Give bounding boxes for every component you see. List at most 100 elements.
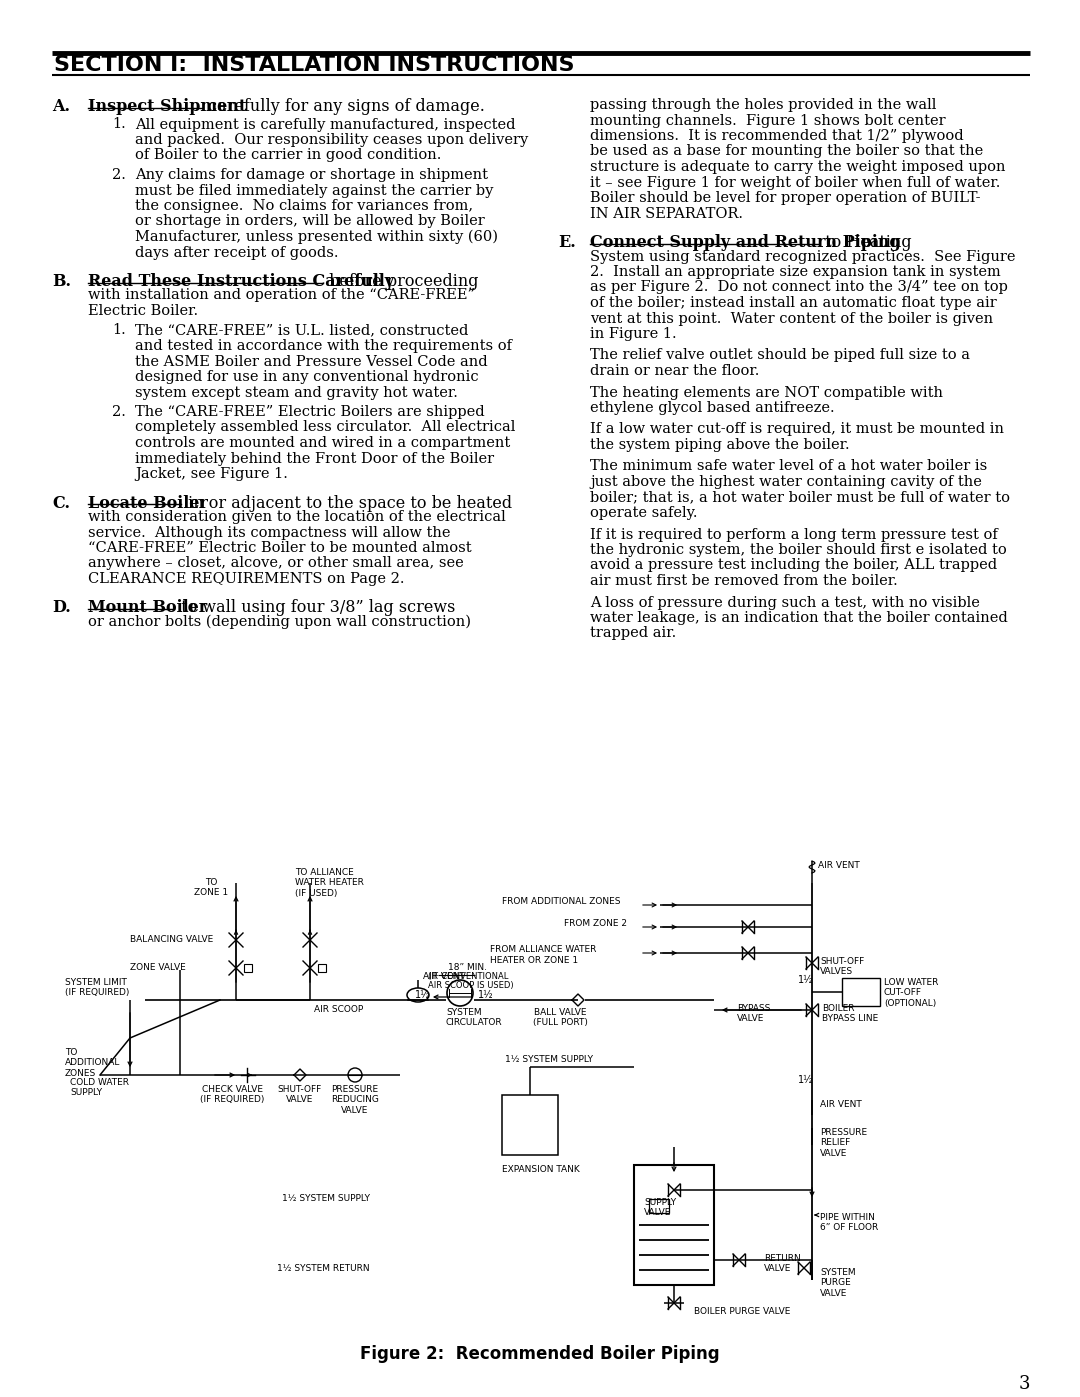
Text: operate safely.: operate safely. [590, 506, 698, 520]
Text: 2.: 2. [112, 405, 126, 419]
Text: FROM ADDITIONAL ZONES: FROM ADDITIONAL ZONES [502, 897, 621, 907]
Bar [502, 1095, 558, 1155]
Text: drain or near the floor.: drain or near the floor. [590, 365, 759, 379]
Bar [244, 964, 252, 972]
Text: controls are mounted and wired in a compartment: controls are mounted and wired in a comp… [135, 436, 510, 450]
Bar [318, 964, 326, 972]
Text: BALL VALVE
(FULL PORT): BALL VALVE (FULL PORT) [532, 1009, 588, 1027]
Bar [842, 978, 880, 1006]
Text: BOILER PURGE VALVE: BOILER PURGE VALVE [694, 1308, 791, 1316]
Text: the ASME Boiler and Pressure Vessel Code and: the ASME Boiler and Pressure Vessel Code… [135, 355, 488, 369]
Text: 1½: 1½ [478, 990, 494, 1000]
Text: EXPANSION TANK: EXPANSION TANK [502, 1165, 580, 1173]
Text: of the boiler; instead install an automatic float type air: of the boiler; instead install an automa… [590, 296, 997, 310]
Text: or anchor bolts (depending upon wall construction): or anchor bolts (depending upon wall con… [87, 615, 471, 630]
Text: the consignee.  No claims for variances from,: the consignee. No claims for variances f… [135, 198, 473, 212]
Text: of Boiler to the carrier in good condition.: of Boiler to the carrier in good conditi… [135, 148, 442, 162]
Text: 1.: 1. [112, 324, 125, 338]
Text: to Heating: to Heating [820, 235, 912, 251]
Bar [649, 1199, 669, 1213]
Text: Read These Instructions Carefully: Read These Instructions Carefully [87, 272, 394, 291]
Bar [634, 1165, 714, 1285]
Text: it – see Figure 1 for weight of boiler when full of water.: it – see Figure 1 for weight of boiler w… [590, 176, 1000, 190]
Text: A loss of pressure during such a test, with no visible: A loss of pressure during such a test, w… [590, 595, 980, 609]
Text: 1½ SYSTEM SUPPLY: 1½ SYSTEM SUPPLY [282, 1194, 370, 1203]
Text: SECTION I:  INSTALLATION INSTRUCTIONS: SECTION I: INSTALLATION INSTRUCTIONS [54, 54, 575, 75]
Text: If a low water cut-off is required, it must be mounted in: If a low water cut-off is required, it m… [590, 422, 1004, 436]
Text: Manufacturer, unless presented within sixty (60): Manufacturer, unless presented within si… [135, 231, 498, 244]
Text: the hydronic system, the boiler should first e isolated to: the hydronic system, the boiler should f… [590, 543, 1007, 557]
Text: as per Figure 2.  Do not connect into the 3/4” tee on top: as per Figure 2. Do not connect into the… [590, 281, 1008, 295]
Text: AIR VENT: AIR VENT [423, 972, 464, 981]
Text: dimensions.  It is recommended that 1/2” plywood: dimensions. It is recommended that 1/2” … [590, 129, 963, 142]
Text: The “CARE-FREE” is U.L. listed, constructed: The “CARE-FREE” is U.L. listed, construc… [135, 324, 469, 338]
Text: FROM ZONE 2: FROM ZONE 2 [564, 919, 627, 928]
Text: The “CARE-FREE” Electric Boilers are shipped: The “CARE-FREE” Electric Boilers are shi… [135, 405, 485, 419]
Text: TO
ZONE 1: TO ZONE 1 [194, 877, 228, 897]
Text: Mount Boiler: Mount Boiler [87, 599, 207, 616]
Text: or shortage in orders, will be allowed by Boiler: or shortage in orders, will be allowed b… [135, 215, 485, 229]
Text: RETURN
VALVE: RETURN VALVE [764, 1255, 800, 1274]
Text: CLEARANCE REQUIREMENTS on Page 2.: CLEARANCE REQUIREMENTS on Page 2. [87, 571, 405, 585]
Text: BALANCING VALVE: BALANCING VALVE [130, 935, 213, 944]
Text: A.: A. [52, 98, 70, 115]
Text: with installation and operation of the “CARE-FREE”: with installation and operation of the “… [87, 289, 475, 303]
Text: vent at this point.  Water content of the boiler is given: vent at this point. Water content of the… [590, 312, 994, 326]
Text: in Figure 1.: in Figure 1. [590, 327, 677, 341]
Text: BOILER
BYPASS LINE: BOILER BYPASS LINE [822, 1004, 878, 1024]
Text: 1½: 1½ [415, 990, 431, 1000]
Text: be used as a base for mounting the boiler so that the: be used as a base for mounting the boile… [590, 144, 983, 158]
Text: SYSTEM
CIRCULATOR: SYSTEM CIRCULATOR [446, 1009, 502, 1027]
Text: C.: C. [52, 495, 70, 511]
Text: mounting channels.  Figure 1 shows bolt center: mounting channels. Figure 1 shows bolt c… [590, 113, 946, 127]
Text: ZONE VALVE: ZONE VALVE [130, 963, 186, 972]
Text: 1½: 1½ [798, 975, 813, 985]
Text: the system piping above the boiler.: the system piping above the boiler. [590, 439, 850, 453]
Text: COLD WATER
SUPPLY: COLD WATER SUPPLY [70, 1078, 129, 1098]
Text: 1½ SYSTEM RETURN: 1½ SYSTEM RETURN [278, 1264, 370, 1273]
Text: water leakage, is an indication that the boiler contained: water leakage, is an indication that the… [590, 610, 1008, 624]
Text: just above the highest water containing cavity of the: just above the highest water containing … [590, 475, 982, 489]
Text: (IF CONVENTIONAL: (IF CONVENTIONAL [428, 972, 509, 981]
Text: The heating elements are NOT compatible with: The heating elements are NOT compatible … [590, 386, 943, 400]
Text: avoid a pressure test including the boiler, ALL trapped: avoid a pressure test including the boil… [590, 559, 997, 573]
Text: TO ALLIANCE
WATER HEATER
(IF USED): TO ALLIANCE WATER HEATER (IF USED) [295, 868, 364, 898]
Text: passing through the holes provided in the wall: passing through the holes provided in th… [590, 98, 936, 112]
Text: carefully for any signs of damage.: carefully for any signs of damage. [203, 98, 485, 115]
Text: in or adjacent to the space to be heated: in or adjacent to the space to be heated [183, 495, 512, 511]
Text: 2.  Install an appropriate size expansion tank in system: 2. Install an appropriate size expansion… [590, 265, 1001, 279]
Text: 1½: 1½ [798, 1076, 813, 1085]
Text: 18” MIN.: 18” MIN. [448, 963, 487, 972]
Text: 3: 3 [1018, 1375, 1030, 1393]
Text: anywhere – closet, alcove, or other small area, see: anywhere – closet, alcove, or other smal… [87, 556, 463, 570]
Text: System using standard recognized practices.  See Figure: System using standard recognized practic… [590, 250, 1015, 264]
Text: If it is required to perform a long term pressure test of: If it is required to perform a long term… [590, 528, 998, 542]
Text: designed for use in any conventional hydronic: designed for use in any conventional hyd… [135, 370, 478, 384]
Text: and packed.  Our responsibility ceases upon delivery: and packed. Our responsibility ceases up… [135, 133, 528, 147]
Text: AIR SCOOP IS USED): AIR SCOOP IS USED) [428, 981, 514, 990]
Text: PRESSURE
RELIEF
VALVE: PRESSURE RELIEF VALVE [820, 1127, 867, 1158]
Text: FROM ALLIANCE WATER: FROM ALLIANCE WATER [490, 944, 596, 954]
Text: The relief valve outlet should be piped full size to a: The relief valve outlet should be piped … [590, 348, 970, 362]
Text: Boiler should be level for proper operation of BUILT-: Boiler should be level for proper operat… [590, 191, 981, 205]
Text: with consideration given to the location of the electrical: with consideration given to the location… [87, 510, 505, 524]
Text: immediately behind the Front Door of the Boiler: immediately behind the Front Door of the… [135, 451, 495, 465]
Text: SHUT-OFF
VALVE: SHUT-OFF VALVE [278, 1085, 322, 1105]
Text: All equipment is carefully manufactured, inspected: All equipment is carefully manufactured,… [135, 117, 515, 131]
Text: boiler; that is, a hot water boiler must be full of water to: boiler; that is, a hot water boiler must… [590, 490, 1010, 504]
Text: SYSTEM
PURGE
VALVE: SYSTEM PURGE VALVE [820, 1268, 855, 1298]
Text: days after receipt of goods.: days after receipt of goods. [135, 246, 338, 260]
Text: E.: E. [558, 235, 576, 251]
Text: ethylene glycol based antifreeze.: ethylene glycol based antifreeze. [590, 401, 835, 415]
Text: Any claims for damage or shortage in shipment: Any claims for damage or shortage in shi… [135, 168, 488, 182]
Text: HEATER OR ZONE 1: HEATER OR ZONE 1 [490, 956, 578, 965]
Text: before proceeding: before proceeding [324, 272, 478, 291]
Text: CHECK VALVE
(IF REQUIRED): CHECK VALVE (IF REQUIRED) [200, 1085, 265, 1105]
Text: AIR VENT: AIR VENT [818, 861, 860, 870]
Text: structure is adequate to carry the weight imposed upon: structure is adequate to carry the weigh… [590, 161, 1005, 175]
Text: IN AIR SEPARATOR.: IN AIR SEPARATOR. [590, 207, 743, 221]
Text: system except steam and gravity hot water.: system except steam and gravity hot wate… [135, 386, 458, 400]
Text: to wall using four 3/8” lag screws: to wall using four 3/8” lag screws [176, 599, 455, 616]
Text: service.  Although its compactness will allow the: service. Although its compactness will a… [87, 525, 450, 539]
Text: Figure 2:  Recommended Boiler Piping: Figure 2: Recommended Boiler Piping [361, 1345, 719, 1363]
